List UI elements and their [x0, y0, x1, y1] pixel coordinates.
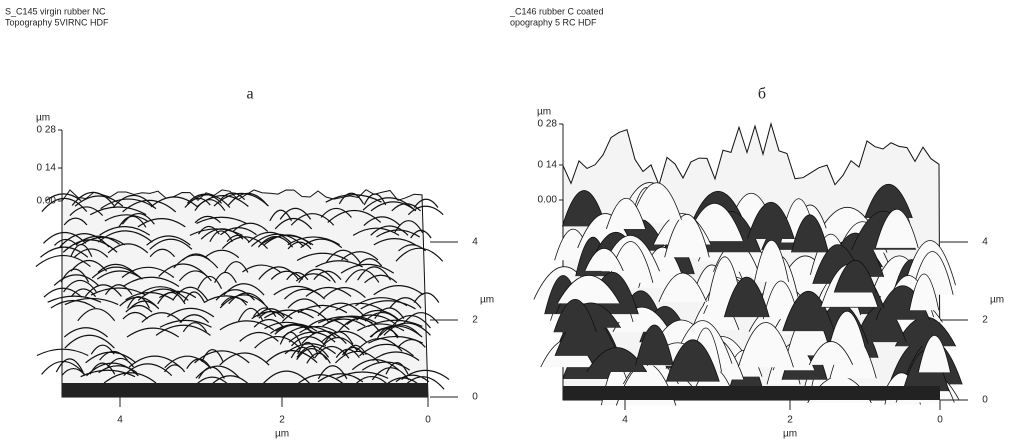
x-tick-label: 4	[622, 415, 628, 426]
z-tick-label: 0 28	[538, 119, 558, 130]
y-tick-label: 4	[472, 237, 478, 248]
x-unit: µm	[275, 429, 289, 440]
x-tick-label: 0	[425, 415, 431, 426]
panel-header: opography 5 RC HDF	[510, 17, 597, 27]
z-tick-label: 0 14	[538, 160, 558, 171]
z-tick-label: 0 14	[37, 163, 57, 174]
surface	[534, 124, 962, 406]
z-tick-label: 0 28	[37, 125, 57, 136]
y-unit: µm	[990, 295, 1004, 306]
y-tick-label: 4	[982, 237, 988, 248]
surface-base	[62, 383, 428, 397]
surface-base	[563, 386, 940, 400]
z-tick-label: 0.00	[37, 196, 57, 207]
panel-label: а	[246, 86, 253, 103]
y-tick-label: 0	[982, 395, 988, 406]
x-tick-label: 2	[279, 415, 285, 426]
y-unit: µm	[480, 295, 494, 306]
panel-header: _C146 rubber C coated	[509, 6, 604, 16]
y-tick-label: 2	[472, 315, 478, 326]
panel-header: Topography 5VIRNC HDF	[5, 17, 109, 27]
x-tick-label: 4	[117, 415, 123, 426]
figure: S_C145 virgin rubber NCTopography 5VIRNC…	[0, 0, 1018, 440]
x-tick-label: 0	[937, 415, 943, 426]
panel-label: б	[758, 86, 766, 103]
y-tick-label: 0	[472, 392, 478, 403]
z-unit: µm	[537, 107, 551, 118]
z-tick-label: 0.00	[538, 195, 558, 206]
z-unit: µm	[36, 113, 50, 124]
x-unit: µm	[783, 429, 797, 440]
panel-header: S_C145 virgin rubber NC	[5, 6, 106, 16]
surface	[36, 190, 449, 397]
y-tick-label: 2	[982, 315, 988, 326]
x-tick-label: 2	[787, 415, 793, 426]
